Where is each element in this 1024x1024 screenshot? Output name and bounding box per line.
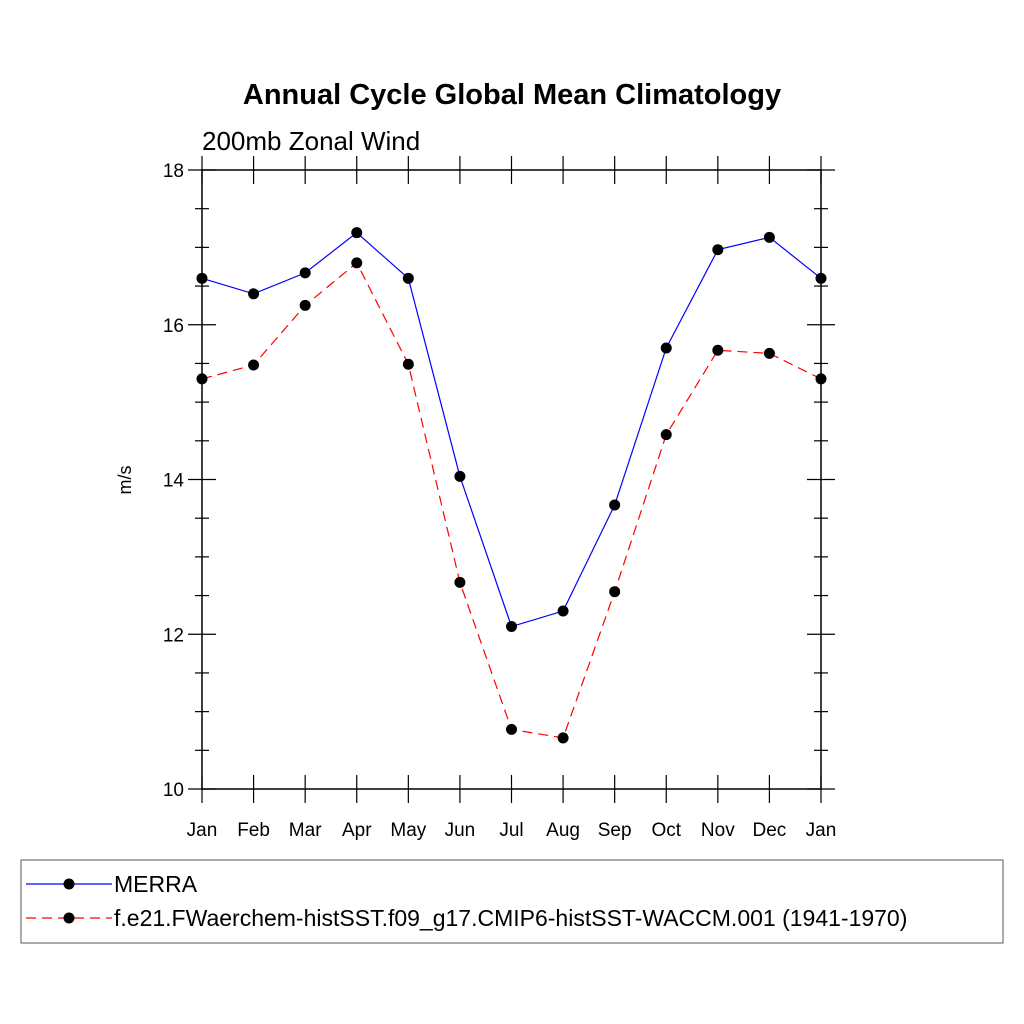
legend-entry: MERRA xyxy=(26,871,198,897)
legend-label: MERRA xyxy=(114,871,198,897)
plot-frame xyxy=(201,169,822,790)
series-line xyxy=(201,231,822,628)
chart-title: Annual Cycle Global Mean Climatology xyxy=(243,79,781,111)
data-point xyxy=(402,272,414,284)
x-tick-label: Mar xyxy=(289,820,322,841)
series-2 xyxy=(196,257,827,744)
legend-entry: f.e21.FWaerchem-histSST.f09_g17.CMIP6-hi… xyxy=(26,905,907,931)
legend-marker xyxy=(63,878,75,890)
x-tick-label: Sep xyxy=(598,820,632,841)
series-layer xyxy=(196,227,827,744)
data-point xyxy=(660,342,672,354)
legend-marker xyxy=(63,912,75,924)
data-point xyxy=(299,299,311,311)
data-point xyxy=(763,231,775,243)
y-axis-label: m/s xyxy=(115,466,135,495)
x-tick-label: Oct xyxy=(651,820,681,841)
x-tick-label: Jun xyxy=(445,820,476,841)
x-tick-label: Apr xyxy=(342,820,372,841)
data-point xyxy=(351,257,363,269)
data-point xyxy=(402,358,414,370)
chart-subtitle: 200mb Zonal Wind xyxy=(202,126,420,156)
y-tick-label: 16 xyxy=(163,316,184,337)
data-point xyxy=(712,244,724,256)
x-tick-label: Jul xyxy=(499,820,523,841)
data-point xyxy=(299,267,311,279)
x-tick-label: May xyxy=(390,820,426,841)
x-tick-label: Aug xyxy=(546,820,580,841)
y-tick-label: 12 xyxy=(163,625,184,646)
data-point xyxy=(609,499,621,511)
data-point xyxy=(506,723,517,735)
x-tick-label: Jan xyxy=(806,820,837,841)
data-point xyxy=(609,586,621,598)
data-point xyxy=(248,359,260,371)
data-point xyxy=(248,288,260,300)
axis-ticks xyxy=(188,156,835,803)
data-point xyxy=(557,605,569,617)
data-point xyxy=(557,732,569,744)
y-tick-label: 10 xyxy=(163,780,184,801)
x-tick-label: Jan xyxy=(187,820,218,841)
legend-label: f.e21.FWaerchem-histSST.f09_g17.CMIP6-hi… xyxy=(114,905,907,931)
data-point xyxy=(506,621,517,633)
x-tick-label: Feb xyxy=(237,820,270,841)
series-1 xyxy=(196,227,827,633)
data-point xyxy=(660,429,672,441)
x-tick-label: Nov xyxy=(701,820,735,841)
legend-box xyxy=(20,859,1004,944)
data-point xyxy=(712,344,724,356)
data-point xyxy=(454,576,466,588)
y-tick-label: 14 xyxy=(163,471,185,492)
x-tick-label: Dec xyxy=(753,820,787,841)
tick-labels: Jan Feb Mar Apr May Jun Jul Aug Sep Oct Nov Dec Jan1… xyxy=(163,161,836,841)
series-line xyxy=(201,261,822,739)
y-tick-label: 18 xyxy=(163,161,184,182)
legend: MERRA f.e21.FWaerchem-histSST.f09_g17.CMI… xyxy=(20,859,1004,944)
data-point xyxy=(763,347,775,359)
data-point xyxy=(454,470,466,482)
data-point xyxy=(351,227,363,239)
